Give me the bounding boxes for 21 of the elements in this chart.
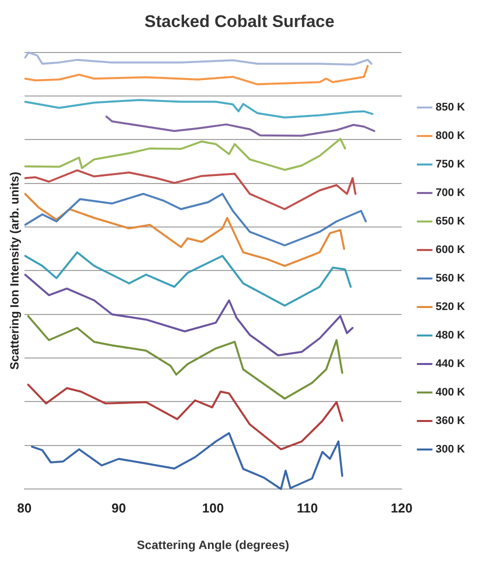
x-tick-label: 80 [17,500,32,516]
x-tick-label: 110 [296,500,318,516]
legend-label: 360 K [436,415,466,428]
legend-label: 560 K [436,272,466,285]
legend-label: 600 K [436,244,466,256]
legend-label: 300 K [436,444,466,456]
legend-label: 700 K [436,187,466,200]
legend-label: 480 K [436,330,466,342]
legend-label: 440 K [436,358,466,370]
legend-label: 850 K [436,102,466,114]
x-axis-title: Scattering Angle (degrees) [136,538,290,552]
legend-label: 520 K [436,301,466,314]
y-axis-title: Scattering Ion Intensity (arb. units) [8,172,22,370]
x-tick-label: 100 [202,500,224,516]
x-tick-label: 120 [390,500,412,516]
legend-label: 400 K [436,386,466,399]
x-tick-label: 90 [111,500,126,516]
legend-label: 750 K [436,158,466,171]
legend-label: 800 K [436,130,466,142]
chart-title: Stacked Cobalt Surface [144,12,334,31]
legend-label: 650 K [436,216,466,228]
